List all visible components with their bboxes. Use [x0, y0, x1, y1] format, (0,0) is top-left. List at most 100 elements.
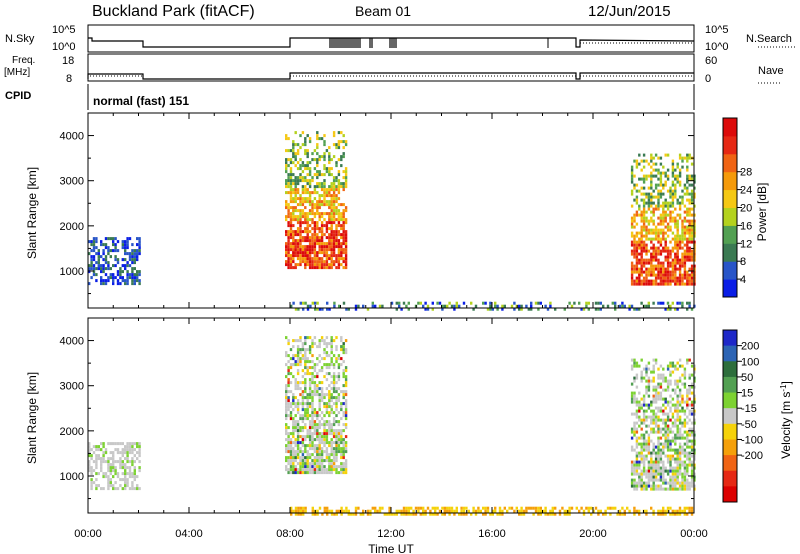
range-gate-cell — [669, 442, 672, 446]
range-gate-cell — [606, 304, 610, 308]
range-gate-cell — [344, 402, 348, 406]
range-gate-cell — [119, 457, 122, 461]
range-gate-cell — [301, 185, 305, 189]
range-gate-cell — [666, 403, 670, 407]
range-gate-cell — [630, 171, 634, 175]
range-gate-cell — [633, 361, 636, 365]
range-gate-cell — [686, 198, 689, 202]
range-gate-cell — [599, 307, 602, 311]
range-gate-cell — [116, 240, 120, 244]
range-gate-cell — [674, 240, 677, 244]
range-gate-cell — [290, 509, 293, 513]
range-gate-cell — [669, 373, 672, 377]
range-gate-cell — [332, 411, 336, 415]
range-gate-cell — [95, 460, 98, 464]
range-gate-cell — [90, 243, 93, 247]
range-gate-cell — [669, 282, 672, 286]
range-gate-cell — [678, 454, 682, 458]
range-gate-cell — [662, 282, 665, 286]
range-gate-cell — [330, 173, 333, 177]
range-gate-cell — [640, 373, 643, 377]
range-gate-cell — [441, 512, 444, 516]
range-gate-cell — [630, 219, 634, 223]
range-gate-cell — [638, 258, 641, 262]
range-gate-cell — [669, 475, 672, 479]
range-gate-cell — [647, 439, 651, 443]
range-gate-cell — [659, 243, 663, 247]
range-gate-cell — [292, 345, 295, 349]
range-gate-cell — [308, 248, 312, 252]
range-gate-cell — [124, 475, 127, 479]
range-gate-cell — [664, 243, 667, 247]
range-gate-cell — [316, 447, 319, 451]
range-gate-cell — [640, 421, 643, 425]
range-gate-cell — [311, 233, 314, 237]
range-gate-cell — [640, 379, 643, 383]
range-gate-cell — [494, 301, 497, 305]
range-gate-cell — [690, 234, 694, 238]
range-gate-cell — [678, 403, 682, 407]
range-gate-cell — [642, 261, 646, 265]
range-gate-cell — [342, 212, 345, 216]
range-gate-cell — [290, 512, 293, 516]
range-gate-cell — [109, 451, 112, 455]
range-gate-cell — [669, 255, 672, 259]
range-gate-cell — [306, 411, 309, 415]
range-gate-cell — [90, 276, 93, 280]
range-gate-cell — [650, 261, 653, 265]
range-gate-cell — [657, 156, 660, 160]
range-gate-cell — [320, 423, 324, 427]
range-gate-cell — [676, 243, 679, 247]
range-gate-cell — [133, 478, 136, 482]
range-gate-cell — [669, 270, 672, 274]
range-gate-cell — [107, 478, 110, 482]
range-gate-cell — [335, 194, 338, 198]
range-gate-cell — [289, 432, 293, 436]
range-gate-cell — [676, 276, 679, 280]
range-gate-cell — [335, 399, 338, 403]
range-gate-cell — [131, 258, 134, 262]
range-gate-cell — [652, 207, 655, 211]
range-gate-cell — [289, 468, 293, 472]
freq-panel-frame — [87, 53, 695, 82]
range-gate-cell — [325, 191, 329, 195]
range-gate-cell — [344, 459, 348, 463]
range-gate-cell — [676, 427, 679, 431]
range-gate-cell — [294, 363, 297, 367]
range-gate-cell — [313, 411, 317, 415]
range-gate-cell — [304, 408, 307, 412]
range-gate-cell — [686, 415, 689, 419]
range-gate-cell — [340, 257, 343, 261]
range-gate-cell — [128, 448, 132, 452]
range-gate-cell — [597, 307, 600, 311]
range-gate-cell — [330, 336, 333, 340]
range-gate-cell — [316, 345, 319, 349]
range-gate-cell — [131, 448, 134, 452]
range-gate-cell — [88, 466, 91, 470]
range-gate-cell — [587, 307, 590, 311]
range-gate-cell — [104, 472, 108, 476]
range-gate-cell — [102, 475, 105, 479]
range-gate-cell — [635, 385, 639, 389]
range-gate-cell — [642, 481, 646, 485]
range-gate-cell — [138, 237, 141, 241]
range-gate-cell — [335, 375, 338, 379]
range-gate-cell — [340, 336, 343, 340]
range-gate-cell — [136, 445, 139, 449]
range-gate-cell — [308, 212, 312, 216]
range-gate-cell — [676, 301, 679, 305]
range-gate-cell — [344, 251, 348, 255]
range-gate-cell — [674, 367, 677, 371]
range-gate-cell — [328, 402, 331, 406]
range-gate-cell — [335, 509, 338, 513]
range-gate-cell — [681, 231, 684, 235]
range-gate-cell — [296, 348, 300, 352]
range-gate-cell — [650, 183, 653, 187]
range-gate-cell — [342, 209, 345, 213]
range-gate-cell — [325, 257, 329, 261]
range-gate-cell — [671, 364, 675, 368]
range-gate-cell — [664, 376, 667, 380]
range-gate-cell — [301, 462, 305, 466]
range-gate-cell — [325, 248, 329, 252]
range-gate-cell — [450, 304, 454, 308]
